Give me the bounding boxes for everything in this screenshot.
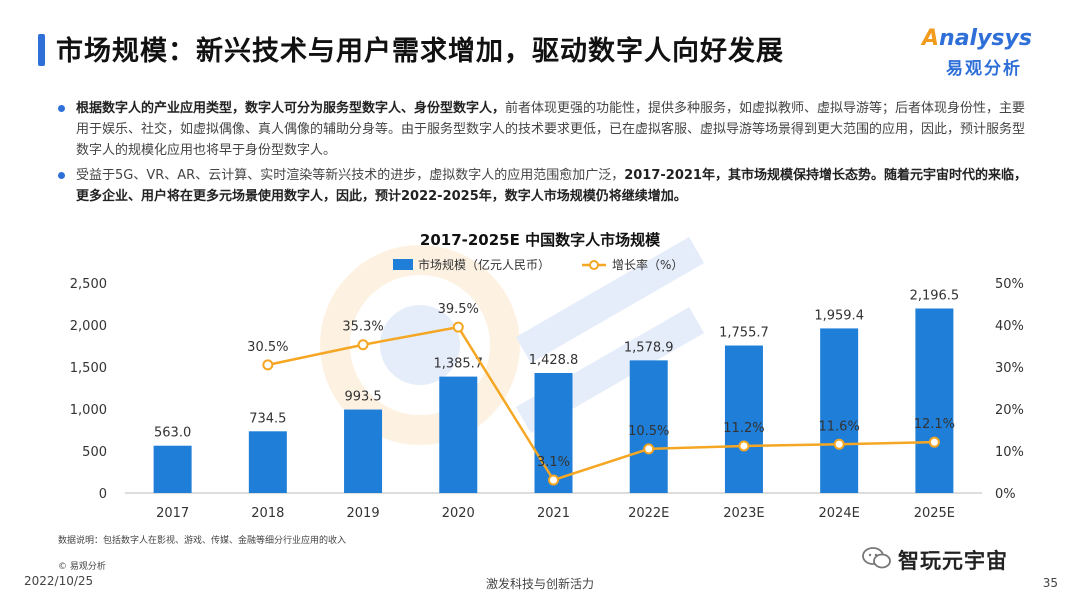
bar-value-label: 1,755.7 — [719, 326, 769, 341]
legend-line-label: 增长率（%） — [612, 257, 683, 272]
bar — [248, 431, 287, 493]
bar-value-label: 2,196.5 — [910, 288, 960, 303]
logo-subtitle: 易观分析 — [946, 59, 1022, 79]
line-value-label: 12.1% — [914, 417, 955, 432]
legend-bar-label: 市场规模（亿元人民币） — [418, 257, 550, 272]
y-right-tick-label: 30% — [995, 361, 1024, 376]
bar-series: 563.0 734.5 993.5 1,385.7 1,428.8 1,578.9 1,75… — [153, 288, 960, 493]
line-point — [643, 443, 655, 455]
line-value-label: 11.6% — [819, 419, 860, 434]
bullet-text: 前者体现更强的功能性，提供多种服务，如虚拟教师、虚拟导游等；后者体现身份性，主要… — [76, 101, 1026, 158]
page-title: 市场规模：新兴技术与用户需求增加，驱动数字人向好发展 — [56, 36, 784, 67]
page-number: 35 — [1042, 576, 1058, 590]
analysys-logo: Analysys 易观分析 — [922, 26, 1032, 79]
line-point — [357, 339, 369, 351]
bar — [153, 445, 192, 493]
legend-line-marker — [589, 260, 599, 270]
footer-tagline: 激发科技与创新活力 — [485, 577, 594, 591]
x-tick-label: 2017 — [156, 506, 189, 521]
bullet-bold-text: 根据数字人的产业应用类型，数字人可分为服务型数字人、身份型数字人， — [76, 101, 506, 116]
bullet-list: 根据数字人的产业应用类型，数字人可分为服务型数字人、身份型数字人，前者体现更强的… — [58, 98, 1028, 211]
bar — [820, 328, 859, 493]
x-tick-label: 2025E — [914, 506, 955, 521]
line-value-label: 39.5% — [438, 302, 479, 317]
data-note: 数据说明：包括数字人在影视、游戏、传媒、金融等细分行业应用的收入 — [58, 536, 347, 546]
bullet-text: 受益于5G、VR、AR、云计算、实时渲染等新兴技术的进步，虚拟数字人的应用范围愈… — [76, 168, 625, 183]
bar — [439, 376, 478, 493]
line-point — [548, 474, 559, 486]
line-value-label: 3.1% — [537, 455, 570, 470]
bar-value-label: 1,385.7 — [433, 357, 483, 372]
y-right-tick-label: 0% — [995, 487, 1016, 502]
y-left-tick-label: 500 — [82, 445, 107, 460]
y-left-tick-label: 2,500 — [70, 277, 107, 292]
wechat-account-name: 智玩元宇宙 — [898, 549, 1008, 573]
legend-bar-swatch — [393, 259, 413, 270]
line-series: 30.5% 35.3% 39.5% 3.1% 10.5% 11.2% 11.6% 12.1% — [247, 302, 955, 486]
line-point — [833, 438, 845, 450]
bar-value-label: 1,578.9 — [624, 340, 674, 355]
y-left-tick-label: 1,500 — [70, 361, 107, 376]
bullet-dot-icon — [58, 172, 65, 179]
logo-wordmark-rest: nalysys — [939, 26, 1032, 51]
data-source: © 易观分析 — [58, 562, 106, 572]
line-value-label: 10.5% — [628, 424, 669, 439]
bar — [344, 409, 383, 493]
y-axis-left: 0 500 1,000 1,500 2,000 2,500 — [70, 277, 107, 502]
wechat-icon — [862, 547, 891, 569]
line-point — [452, 321, 464, 333]
y-right-tick-label: 40% — [995, 319, 1024, 334]
y-right-tick-label: 20% — [995, 403, 1024, 418]
line-value-label: 30.5% — [247, 340, 288, 355]
y-axis-right: 0% 10% 20% 30% 40% 50% — [995, 277, 1024, 502]
x-tick-label: 2019 — [347, 506, 380, 521]
footer-date: 2022/10/25 — [24, 574, 94, 588]
bar — [534, 372, 573, 493]
bar — [915, 308, 954, 493]
x-tick-label: 2018 — [251, 506, 284, 521]
logo-wordmark: Analysys — [922, 26, 1032, 51]
line-value-label: 11.2% — [723, 421, 764, 436]
bar-value-label: 1,959.4 — [814, 308, 864, 323]
bar-value-label: 734.5 — [249, 411, 286, 426]
bar-value-label: 993.5 — [344, 390, 381, 405]
x-tick-label: 2021 — [537, 506, 570, 521]
x-tick-label: 2023E — [723, 506, 764, 521]
bullet-item: 根据数字人的产业应用类型，数字人可分为服务型数字人、身份型数字人，前者体现更强的… — [58, 98, 1028, 161]
chart-title: 2017-2025E 中国数字人市场规模 — [419, 231, 661, 249]
x-tick-label: 2024E — [819, 506, 860, 521]
bar — [724, 345, 763, 493]
growth-line — [267, 325, 935, 482]
bullet-item: 受益于5G、VR、AR、云计算、实时渲染等新兴技术的进步，虚拟数字人的应用范围愈… — [58, 165, 1028, 207]
bar-value-label: 1,428.8 — [529, 353, 579, 368]
wechat-watermark: 智玩元宇宙 — [862, 542, 1062, 574]
x-tick-label: 2022E — [628, 506, 669, 521]
y-left-tick-label: 2,000 — [70, 319, 107, 334]
y-right-tick-label: 10% — [995, 445, 1024, 460]
line-point — [262, 359, 274, 371]
bar-value-label: 563.0 — [154, 426, 191, 441]
y-left-tick-label: 1,000 — [70, 403, 107, 418]
bar — [629, 360, 668, 493]
line-point — [928, 436, 940, 448]
y-right-tick-label: 50% — [995, 277, 1024, 292]
bullet-bold-text: 2017-2021年，其市场规模保持增长态势。随着元宇宙时代的来临，更多企业、用… — [76, 168, 1027, 204]
chart-legend: 市场规模（亿元人民币） 增长率（%） — [393, 257, 683, 272]
y-left-tick-label: 0 — [99, 487, 107, 502]
title-accent-bar — [38, 34, 45, 66]
bullet-dot-icon — [58, 105, 65, 112]
logo-initial: A — [922, 26, 940, 51]
x-axis: 2017 2018 2019 2020 2021 2022E 2023E 2024E 2025E — [125, 492, 982, 521]
line-point — [738, 440, 750, 452]
line-value-label: 35.3% — [342, 320, 383, 335]
x-tick-label: 2020 — [442, 506, 475, 521]
